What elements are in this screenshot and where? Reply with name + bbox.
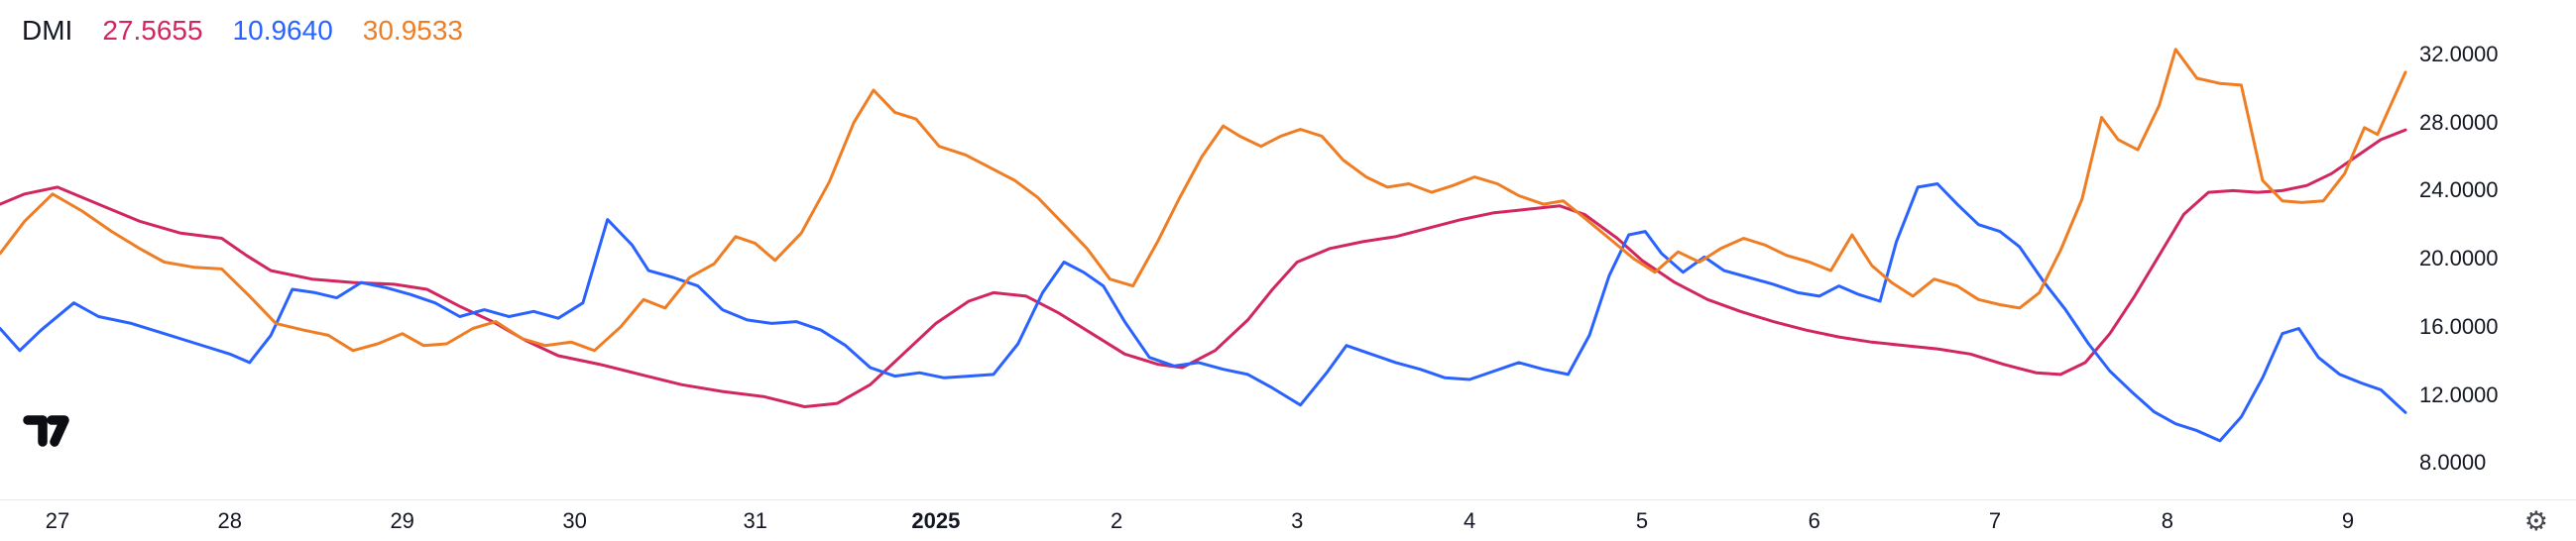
price-axis-label: 32.0000 — [2419, 41, 2499, 66]
time-axis-label: 29 — [390, 508, 414, 533]
price-axis-label: 16.0000 — [2419, 313, 2499, 339]
time-axis-label: 30 — [562, 508, 587, 533]
price-axis-label: 20.0000 — [2419, 246, 2499, 271]
time-axis-label: 6 — [1808, 508, 1820, 533]
tradingview-logo[interactable] — [22, 411, 71, 456]
legend-value-orange: 30.9533 — [362, 15, 463, 46]
time-axis-label: 5 — [1635, 508, 1649, 533]
time-axis-label: 2 — [1110, 508, 1123, 533]
time-axis[interactable]: 27 28 29 30 31 2025 2 3 4 5 6 7 8 9 — [0, 499, 2576, 541]
time-axis-label: 3 — [1291, 508, 1304, 533]
price-axis[interactable]: 32.0000 28.0000 24.0000 20.0000 16.0000 12.00… — [2407, 0, 2576, 500]
time-axis-label: 2025 — [911, 508, 961, 533]
indicator-title[interactable]: DMI — [22, 15, 73, 46]
price-axis-label: 8.0000 — [2419, 450, 2487, 476]
tradingview-logo-icon — [23, 415, 69, 447]
axis-settings-gear-icon[interactable]: ⚙ — [2523, 506, 2548, 537]
price-axis-label: 28.0000 — [2419, 109, 2499, 135]
series-red-line[interactable] — [0, 128, 2407, 408]
time-axis-label: 28 — [217, 508, 243, 533]
series-blue-line[interactable] — [0, 182, 2407, 443]
price-axis-label: 12.0000 — [2419, 381, 2499, 407]
time-axis-label: 31 — [743, 508, 767, 533]
price-axis-label: 24.0000 — [2419, 177, 2499, 203]
time-axis-label: 7 — [1988, 508, 2002, 533]
legend-value-blue: 10.9640 — [232, 15, 333, 46]
time-axis-label: 9 — [2341, 508, 2355, 533]
series-orange-line[interactable] — [0, 48, 2407, 353]
time-axis-label: 4 — [1463, 508, 1476, 533]
time-axis-label: 27 — [45, 508, 70, 533]
legend-value-red: 27.5655 — [102, 15, 203, 46]
indicator-legend: DMI 27.5655 10.9640 30.9533 — [22, 14, 463, 48]
time-axis-label: 8 — [2161, 508, 2174, 533]
